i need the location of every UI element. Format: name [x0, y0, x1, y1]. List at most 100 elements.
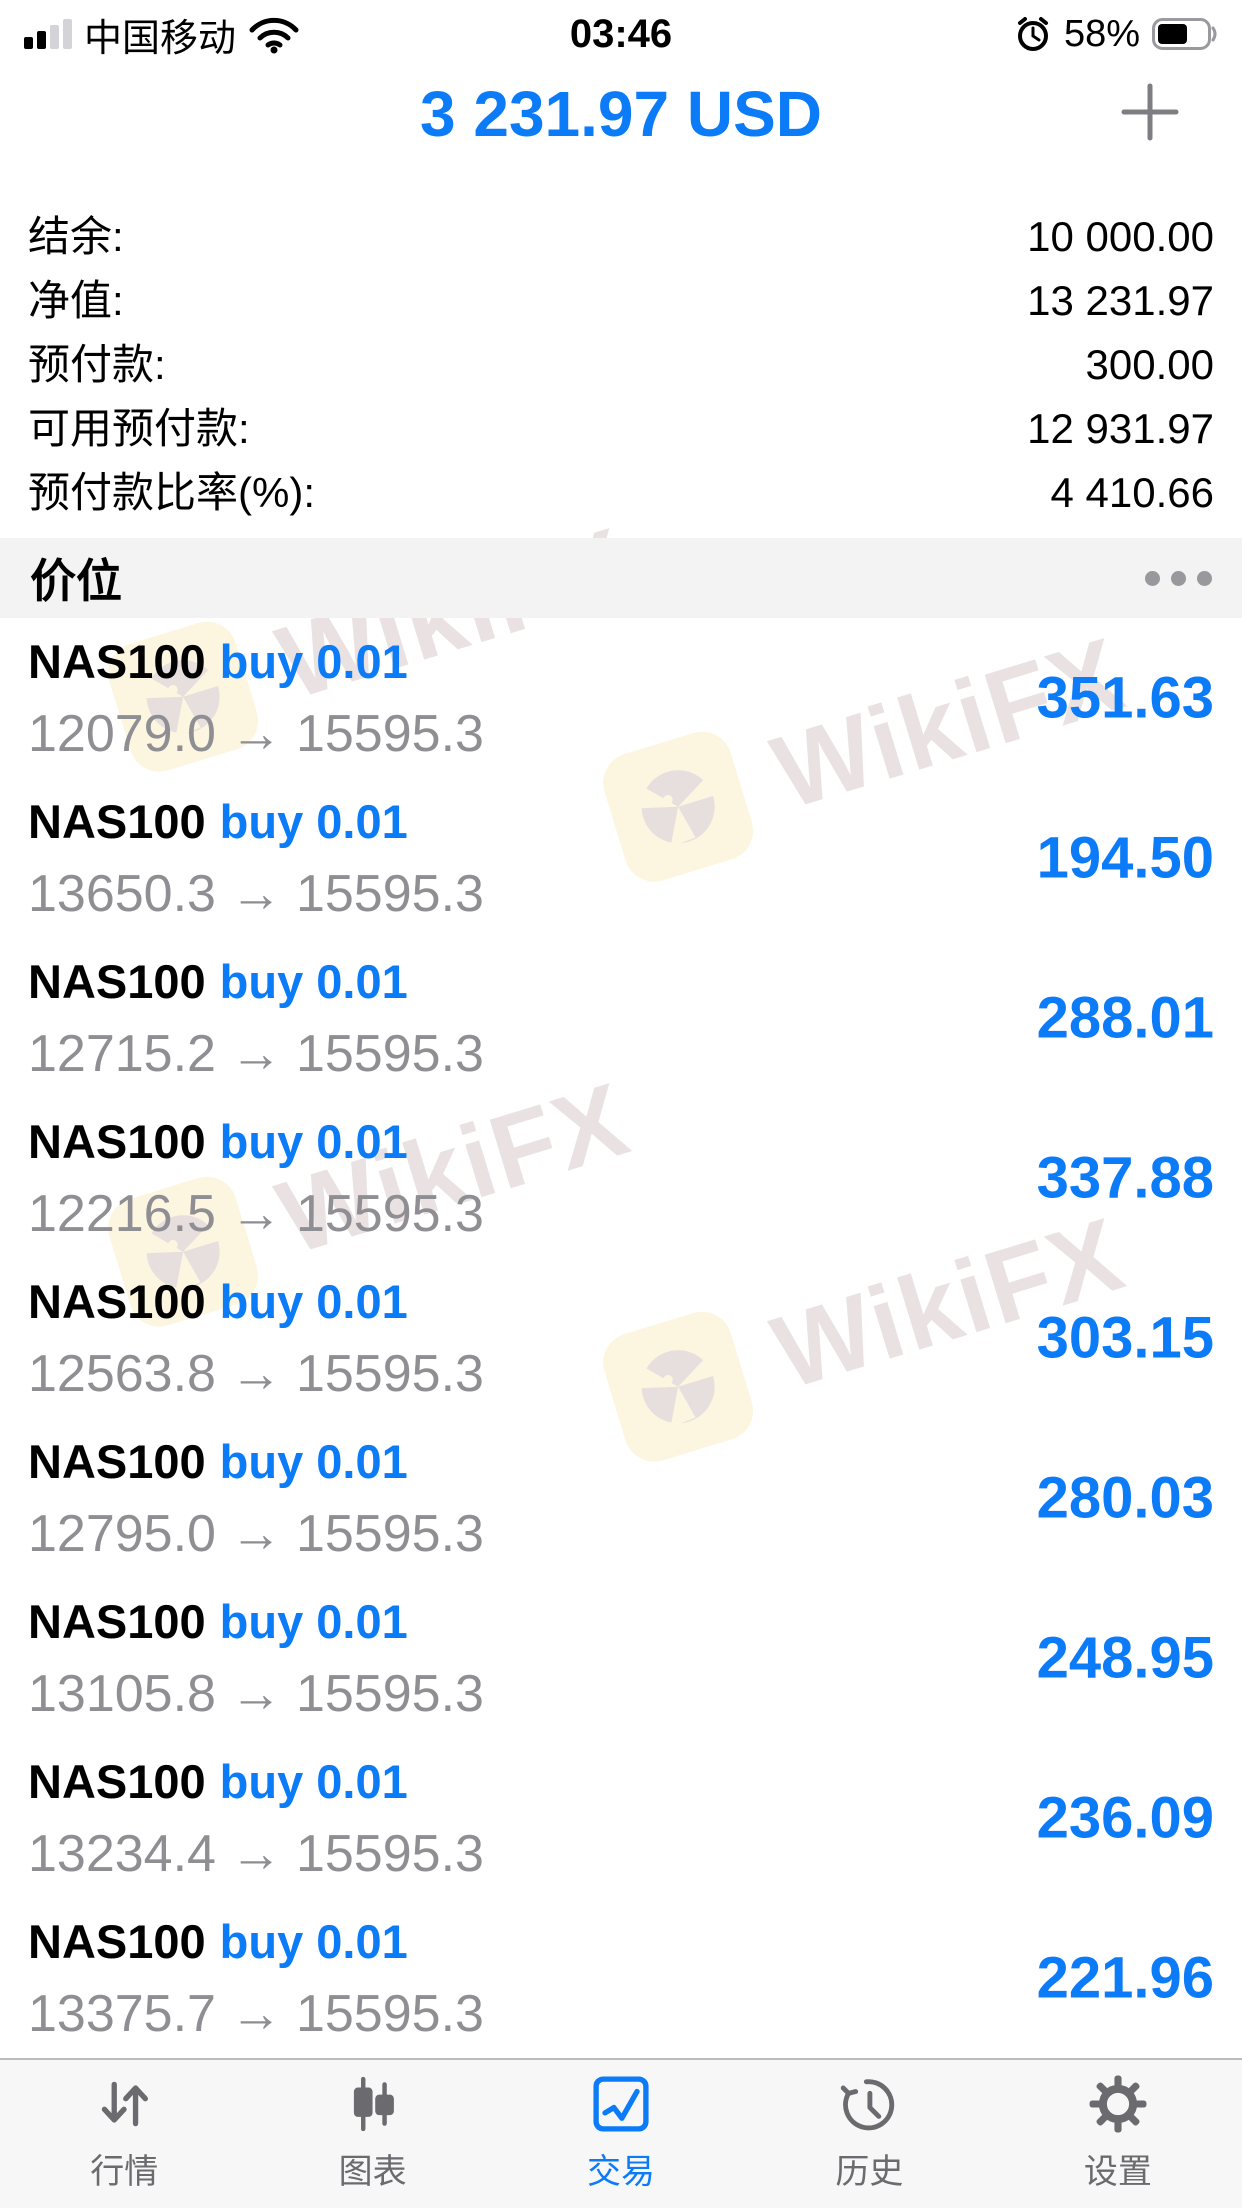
positions-list: NAS100 buy 0.01 12079.0 → 15595.3 351.63 NAS10… [0, 618, 1242, 2058]
status-bar: 中国移动 03:46 58% [0, 0, 1242, 60]
symbol-label: NAS100 [28, 1435, 206, 1488]
carrier-label: 中国移动 [84, 17, 237, 60]
current-price: 15595.3 [295, 1985, 484, 2043]
add-account-button[interactable] [1118, 80, 1182, 144]
tab-label: 行情 [90, 2153, 159, 2191]
summary-label: 可用预付款: [28, 405, 250, 452]
trade-chart-icon [593, 2076, 649, 2132]
open-price: 12079.0 [28, 705, 216, 763]
tab-label: 历史 [835, 2153, 904, 2191]
position-symbol-line: NAS100 buy 0.01 [28, 1754, 1214, 1810]
arrow-right-icon: → [229, 1185, 282, 1243]
position-profit: 337.88 [1036, 1145, 1214, 1211]
current-price: 15595.3 [295, 1025, 484, 1083]
account-summary: 结余: 10 000.00 净值: 13 231.97 预付款: 300.00 … [0, 205, 1242, 525]
clock-label: 03:46 [569, 11, 673, 56]
position-row[interactable]: NAS100 buy 0.01 13650.3 → 15595.3 194.50 [0, 778, 1242, 938]
side-volume-label: buy 0.01 [219, 1275, 408, 1328]
side-volume-label: buy 0.01 [219, 1435, 408, 1488]
side-volume-label: buy 0.01 [219, 955, 408, 1008]
position-price-line: 12795.0 → 15595.3 [28, 1504, 1214, 1564]
tab-charts[interactable]: 图表 [248, 2060, 496, 2208]
open-price: 12216.5 [28, 1185, 216, 1243]
gear-icon [1089, 2075, 1147, 2133]
arrow-right-icon: → [229, 1665, 282, 1723]
position-profit: 280.03 [1036, 1465, 1214, 1531]
summary-value: 300.00 [1085, 341, 1214, 388]
summary-value: 13 231.97 [1027, 277, 1214, 324]
open-price: 13375.7 [28, 1985, 216, 2043]
position-symbol-line: NAS100 buy 0.01 [28, 1434, 1214, 1490]
open-price: 12795.0 [28, 1505, 216, 1563]
position-price-line: 12563.8 → 15595.3 [28, 1344, 1214, 1404]
account-header: 3 231.97 USD [0, 78, 1242, 150]
summary-row-free-margin: 可用预付款: 12 931.97 [28, 397, 1214, 461]
position-symbol-line: NAS100 buy 0.01 [28, 1594, 1214, 1650]
symbol-label: NAS100 [28, 1275, 206, 1328]
position-profit: 236.09 [1036, 1785, 1214, 1851]
position-profit: 194.50 [1036, 825, 1214, 891]
open-price: 13650.3 [28, 865, 216, 923]
position-row[interactable]: NAS100 buy 0.01 13105.8 → 15595.3 248.95 [0, 1578, 1242, 1738]
summary-label: 结余: [28, 213, 124, 260]
symbol-label: NAS100 [28, 955, 206, 1008]
open-price: 13234.4 [28, 1825, 216, 1883]
tab-trade[interactable]: 交易 [497, 2060, 745, 2208]
position-row[interactable]: NAS100 buy 0.01 13234.4 → 15595.3 236.09 [0, 1738, 1242, 1898]
alarm-icon [1017, 17, 1048, 51]
more-options-icon[interactable] [1145, 570, 1212, 586]
candlestick-icon [353, 2076, 394, 2132]
open-price: 12715.2 [28, 1025, 216, 1083]
side-volume-label: buy 0.01 [219, 795, 408, 848]
position-price-line: 12715.2 → 15595.3 [28, 1024, 1214, 1084]
section-title: 价位 [30, 555, 122, 607]
tab-history[interactable]: 历史 [745, 2060, 993, 2208]
current-price: 15595.3 [295, 1665, 484, 1723]
position-row[interactable]: NAS100 buy 0.01 12715.2 → 15595.3 288.01 [0, 938, 1242, 1098]
tab-settings[interactable]: 设置 [994, 2060, 1242, 2208]
arrows-up-down-icon [101, 2081, 149, 2127]
symbol-label: NAS100 [28, 1755, 206, 1808]
tab-quotes[interactable]: 行情 [0, 2060, 248, 2208]
symbol-label: NAS100 [28, 1595, 206, 1648]
arrow-right-icon: → [229, 1025, 282, 1083]
summary-value: 4 410.66 [1050, 469, 1215, 516]
position-row[interactable]: NAS100 buy 0.01 12079.0 → 15595.3 351.63 [0, 618, 1242, 778]
tab-bar: 行情 图表 交易 [0, 2058, 1242, 2208]
battery-percent-label: 58% [1063, 12, 1140, 55]
arrow-right-icon: → [229, 1505, 282, 1563]
positions-section-header: 价位 [0, 538, 1242, 618]
position-row[interactable]: NAS100 buy 0.01 12216.5 → 15595.3 337.88 [0, 1098, 1242, 1258]
history-clock-icon [841, 2079, 895, 2131]
position-row[interactable]: NAS100 buy 0.01 12795.0 → 15595.3 280.03 [0, 1418, 1242, 1578]
summary-value: 10 000.00 [1027, 213, 1214, 260]
side-volume-label: buy 0.01 [219, 1755, 408, 1808]
symbol-label: NAS100 [28, 795, 206, 848]
position-profit: 351.63 [1036, 665, 1214, 731]
position-profit: 248.95 [1036, 1625, 1214, 1691]
arrow-right-icon: → [229, 1985, 282, 2043]
side-volume-label: buy 0.01 [219, 1915, 408, 1968]
summary-row-equity: 净值: 13 231.97 [28, 269, 1214, 333]
wifi-icon [249, 17, 299, 54]
summary-label: 预付款比率(%): [28, 469, 315, 516]
arrow-right-icon: → [229, 865, 282, 923]
summary-value: 12 931.97 [1027, 405, 1214, 452]
arrow-right-icon: → [229, 1345, 282, 1403]
open-price: 13105.8 [28, 1665, 216, 1723]
position-row[interactable]: NAS100 buy 0.01 13375.7 → 15595.3 221.96 [0, 1898, 1242, 2058]
side-volume-label: buy 0.01 [219, 635, 408, 688]
tab-label: 交易 [587, 2153, 656, 2191]
position-price-line: 13105.8 → 15595.3 [28, 1664, 1214, 1724]
arrow-right-icon: → [229, 1825, 282, 1883]
current-price: 15595.3 [295, 1825, 484, 1883]
battery-icon [1152, 18, 1217, 50]
symbol-label: NAS100 [28, 1915, 206, 1968]
position-price-line: 13650.3 → 15595.3 [28, 864, 1214, 924]
position-price-line: 13234.4 → 15595.3 [28, 1824, 1214, 1884]
summary-row-margin-level: 预付款比率(%): 4 410.66 [28, 461, 1214, 525]
position-row[interactable]: NAS100 buy 0.01 12563.8 → 15595.3 303.15 [0, 1258, 1242, 1418]
current-price: 15595.3 [295, 1345, 484, 1403]
summary-row-margin: 预付款: 300.00 [28, 333, 1214, 397]
